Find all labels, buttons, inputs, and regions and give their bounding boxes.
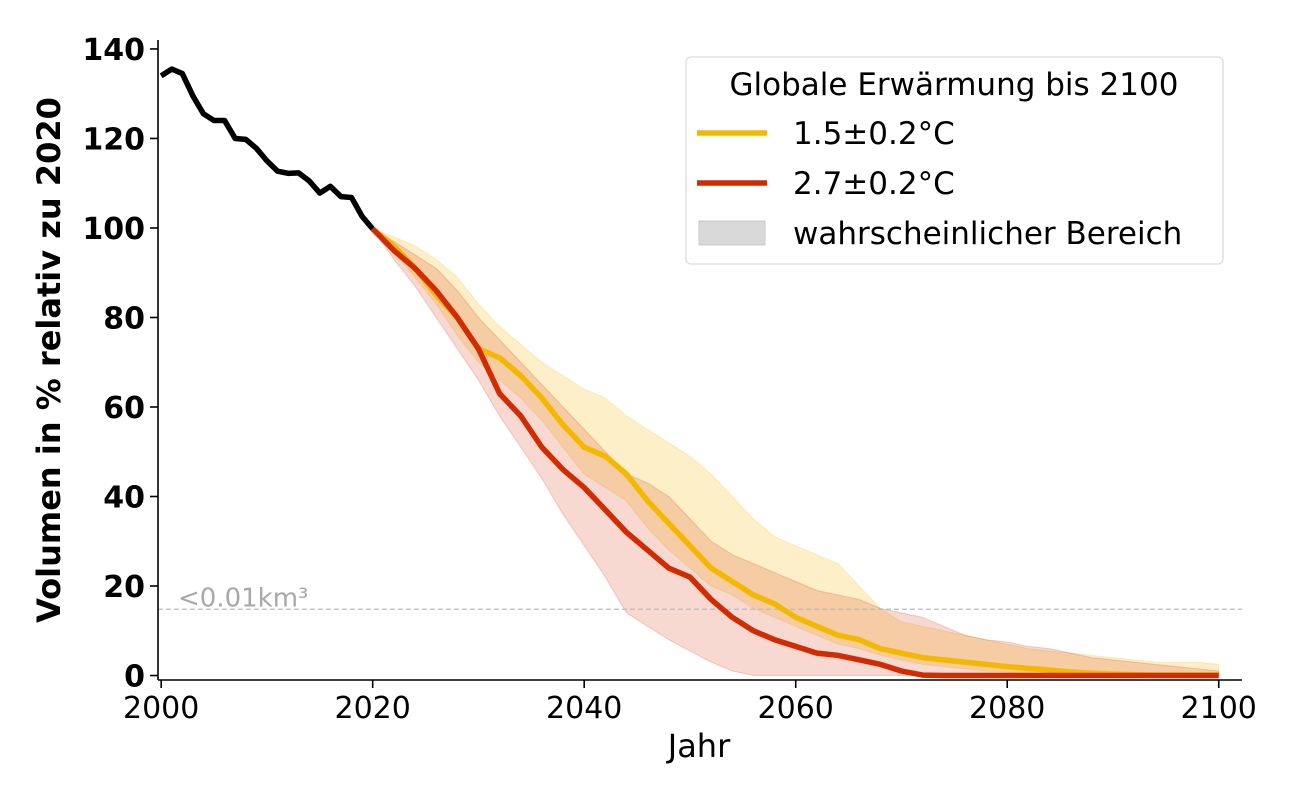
legend-title: Globale Erwärmung bis 2100 — [730, 67, 1179, 103]
legend-frame — [685, 56, 1224, 265]
y-tick-label: 0 — [124, 660, 145, 695]
y-tick-label: 60 — [103, 391, 145, 426]
x-tick-label: 2000 — [123, 691, 199, 726]
y-tick-label: 40 — [103, 481, 145, 516]
series-line-1 — [370, 226, 1219, 678]
x-tick-label: 2060 — [758, 691, 834, 726]
y-tick-label: 120 — [82, 122, 145, 157]
legend-entries: 1.5±0.2°C 2.7±0.2°C wahrscheinlicher Berei… — [697, 116, 1182, 252]
x-tick-label: 2100 — [1181, 691, 1257, 726]
x-ticks: 2000 2020 2040 2060 2080 2100 — [123, 680, 1257, 726]
threshold-label: <0.01km³ — [178, 583, 308, 613]
y-tick-label: 20 — [103, 570, 145, 605]
legend: Globale Erwärmung bis 2100 1.5±0.2°C 2.7±… — [685, 56, 1224, 265]
x-tick-label: 2020 — [335, 691, 411, 726]
legend-label: 1.5±0.2°C — [793, 116, 955, 152]
series-line-0 — [159, 66, 375, 231]
y-tick-label: 80 — [103, 301, 145, 336]
legend-label: 2.7±0.2°C — [793, 166, 955, 202]
x-axis-label: Jahr — [666, 727, 731, 765]
y-tick-label: 100 — [82, 212, 145, 247]
y-ticks: 0 20 40 60 80 100 120 140 — [82, 33, 158, 695]
x-tick-label: 2080 — [969, 691, 1045, 726]
legend-label: wahrscheinlicher Bereich — [793, 216, 1182, 252]
band-1 — [372, 228, 1220, 677]
legend-swatch-patch — [698, 220, 766, 246]
series-line-2 — [370, 226, 1219, 679]
y-axis-label: Volumen in % relativ zu 2020 — [30, 97, 68, 623]
uncertainty-bands — [372, 228, 1220, 677]
band-2 — [372, 228, 1220, 677]
y-tick-label: 140 — [82, 33, 145, 68]
x-tick-label: 2040 — [546, 691, 622, 726]
series-lines — [159, 66, 1219, 679]
